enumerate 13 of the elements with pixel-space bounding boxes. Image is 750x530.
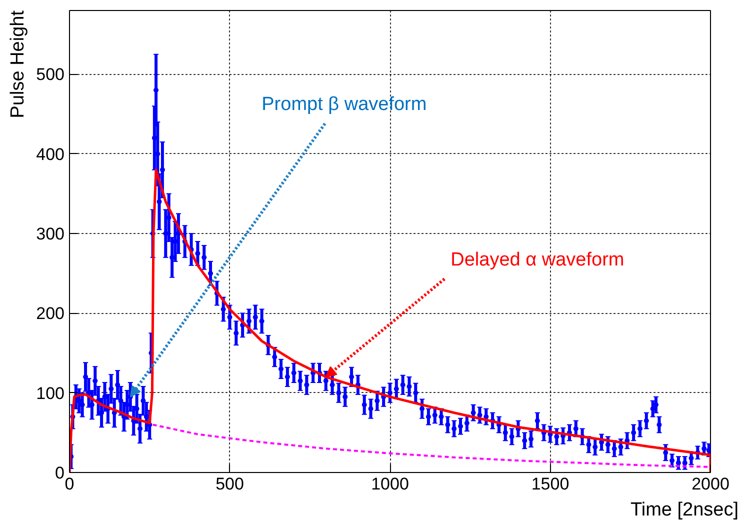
y-tick-label: 100 (36, 384, 65, 403)
x-tick-label: 1500 (531, 474, 570, 494)
x-tick-label: 500 (216, 474, 244, 494)
annotation: Prompt β waveform (262, 94, 427, 115)
x-tick-label: 2000 (692, 474, 730, 494)
y-tick-label: 500 (36, 65, 65, 84)
y-tick-label: 200 (36, 304, 65, 324)
x-tick-label: 1000 (371, 474, 409, 494)
annotation: Delayed α waveform (450, 249, 624, 270)
y-tick-label: 400 (36, 144, 65, 164)
x-axis-title: Time [2nsec] (630, 500, 739, 520)
y-tick-label: 300 (36, 224, 65, 244)
y-axis-title: Pulse Height (8, 10, 28, 118)
